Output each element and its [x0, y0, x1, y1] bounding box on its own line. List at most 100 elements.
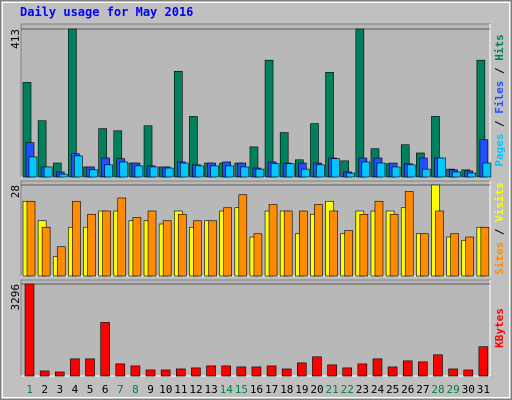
bar — [253, 233, 263, 277]
bar — [402, 360, 413, 377]
bar — [56, 246, 66, 277]
bar — [285, 163, 295, 178]
bar — [342, 367, 353, 377]
y-tick-label: 413 — [9, 29, 22, 49]
y-tick-label: 3296 — [9, 284, 22, 311]
x-tick-label: 1 — [26, 383, 33, 396]
bar — [281, 368, 292, 377]
bar — [117, 197, 127, 277]
x-tick-label: 15 — [235, 383, 248, 396]
bar — [312, 356, 322, 377]
bar — [134, 165, 144, 178]
x-tick-label: 12 — [189, 383, 202, 396]
bar — [208, 220, 217, 277]
bar — [162, 220, 172, 277]
bar — [357, 363, 368, 377]
bar — [43, 166, 53, 178]
bar — [24, 283, 35, 377]
x-tick-label: 5 — [87, 383, 94, 396]
bar — [359, 213, 369, 277]
bar — [480, 226, 490, 277]
bar — [149, 166, 159, 178]
legend-entry: KBytes — [493, 308, 506, 348]
bar — [344, 230, 354, 277]
bar — [145, 369, 156, 377]
bar — [301, 168, 310, 178]
legend-separator: / — [493, 222, 506, 242]
x-tick-label: 24 — [371, 383, 385, 396]
bar — [206, 365, 216, 377]
bar — [132, 217, 142, 277]
bar — [100, 322, 110, 377]
legend-entry: Files — [493, 81, 506, 114]
x-tick-label: 22 — [341, 383, 354, 396]
x-tick-label: 18 — [280, 383, 293, 396]
bar — [240, 166, 250, 178]
x-tick-label: 13 — [204, 383, 217, 396]
legend: Sites / Visits — [493, 182, 506, 275]
bar — [465, 236, 475, 277]
bar — [372, 358, 383, 377]
bar — [195, 165, 204, 178]
legend: KBytes — [493, 308, 506, 348]
bar — [452, 171, 461, 178]
bar — [346, 172, 356, 178]
bar — [327, 364, 337, 377]
bar — [119, 161, 129, 178]
bar — [89, 169, 98, 178]
x-tick-label: 19 — [295, 383, 308, 396]
x-tick-label: 16 — [250, 383, 263, 396]
panel — [20, 279, 491, 377]
bar — [87, 213, 96, 277]
bar — [221, 365, 231, 377]
x-tick-label: 30 — [462, 383, 475, 396]
bar — [391, 166, 401, 178]
bar — [70, 358, 80, 377]
bar — [39, 370, 50, 377]
x-tick-label: 27 — [416, 383, 429, 396]
x-tick-label: 7 — [117, 383, 124, 396]
bar — [251, 366, 262, 377]
bar — [316, 164, 325, 178]
bar — [210, 165, 219, 178]
bar — [223, 207, 232, 277]
x-tick-label: 3 — [57, 383, 64, 396]
x-tick-label: 23 — [356, 383, 369, 396]
bar — [58, 173, 68, 178]
x-tick-label: 10 — [159, 383, 172, 396]
x-tick-label: 20 — [310, 383, 323, 396]
bar — [266, 365, 277, 377]
bar — [179, 162, 189, 178]
bar — [389, 213, 399, 277]
x-tick-label: 2 — [41, 383, 48, 396]
bar — [283, 210, 293, 277]
bar — [420, 233, 429, 277]
bar — [104, 164, 113, 178]
bar — [72, 200, 81, 277]
x-tick-label: 9 — [147, 383, 154, 396]
bar — [270, 163, 280, 178]
bar — [54, 371, 65, 377]
bar — [450, 233, 459, 277]
chart-title: Daily usage for May 2016 — [20, 5, 193, 19]
bar — [355, 28, 365, 178]
bar — [433, 354, 443, 377]
bar — [448, 368, 458, 377]
bar — [147, 210, 157, 277]
bar — [28, 156, 38, 178]
x-tick-label: 17 — [265, 383, 278, 396]
bar — [175, 368, 186, 377]
bar — [115, 363, 126, 377]
x-tick-label: 11 — [174, 383, 187, 396]
bar — [264, 59, 274, 178]
bar — [191, 367, 201, 377]
legend-separator: / — [493, 114, 506, 134]
bar — [387, 366, 398, 377]
x-tick-label: 6 — [102, 383, 109, 396]
x-tick-label: 14 — [220, 383, 234, 396]
bar — [236, 366, 247, 377]
bar — [361, 161, 371, 178]
bar — [482, 162, 492, 178]
bar — [418, 361, 428, 377]
